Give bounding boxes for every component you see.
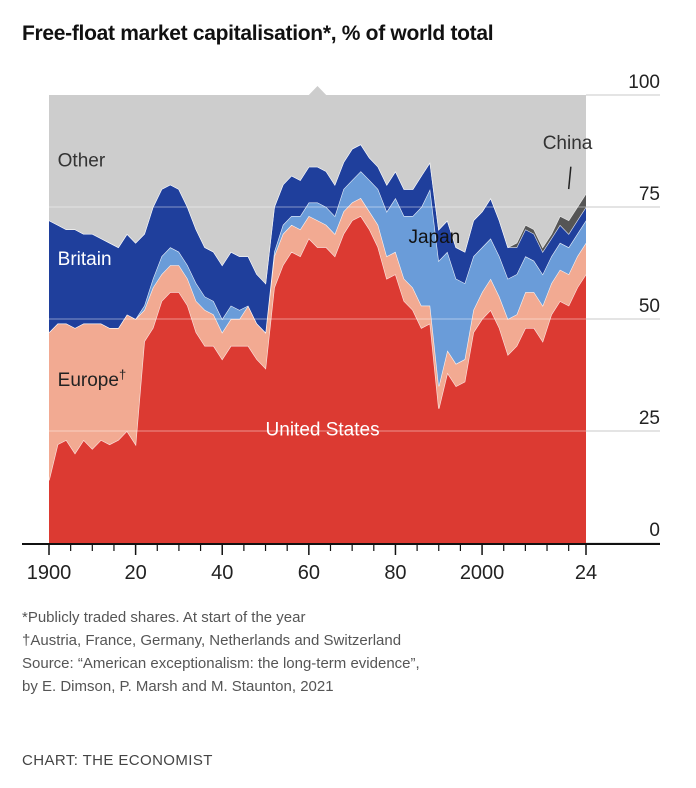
y-tick-label-25: 25 [639, 408, 660, 429]
area-layer [48, 86, 587, 543]
y-tick-label-100: 100 [628, 72, 660, 93]
x-tick-label-2000: 2000 [460, 562, 505, 584]
stacked-area-chart: 100 75 50 25 0 1900 20 40 60 80 2000 24 Other China… [22, 72, 660, 584]
chart-notes: *Publicly traded shares. At start of the… [22, 606, 420, 698]
footnote-public-shares: *Publicly traded shares. At start of the… [22, 609, 306, 626]
series-label-japan: Japan [408, 227, 460, 248]
series-label-europe: Europe† [58, 367, 127, 391]
series-labels: Other China Britain Japan Europe† United Stat… [58, 133, 593, 441]
y-axis-tick-labels: 100 75 50 25 0 [628, 72, 660, 541]
chart-title: Free-float market capitalisation*, % of … [22, 22, 494, 45]
x-tick-label-40: 40 [211, 562, 233, 584]
y-tick-label-0: 0 [649, 520, 660, 541]
source-line-1: Source: “American exceptionalism: the lo… [22, 655, 420, 672]
area-other [49, 86, 586, 284]
x-tick-label-60: 60 [298, 562, 320, 584]
series-label-britain: Britain [58, 249, 112, 270]
area-britain [49, 144, 586, 333]
source-line-2: by E. Dimson, P. Marsh and M. Staunton, … [22, 678, 334, 695]
x-tick-label-20: 20 [124, 562, 146, 584]
y-tick-label-75: 75 [639, 184, 660, 205]
area-japan [49, 171, 586, 387]
y-tick-label-50: 50 [639, 296, 660, 317]
x-axis: 1900 20 40 60 80 2000 24 [22, 543, 660, 584]
series-label-china: China [543, 133, 593, 154]
chart-credit: CHART: THE ECONOMIST [22, 752, 213, 769]
footnote-europe: †Austria, France, Germany, Netherlands a… [22, 632, 402, 649]
x-tick-label-80: 80 [384, 562, 406, 584]
x-tick-label-1900: 1900 [27, 562, 72, 584]
area-united-states [49, 216, 586, 543]
series-label-other: Other [58, 151, 106, 172]
series-label-united-states: United States [266, 419, 380, 440]
china-label-leader [567, 166, 572, 190]
x-tick-label-24: 24 [575, 562, 597, 584]
